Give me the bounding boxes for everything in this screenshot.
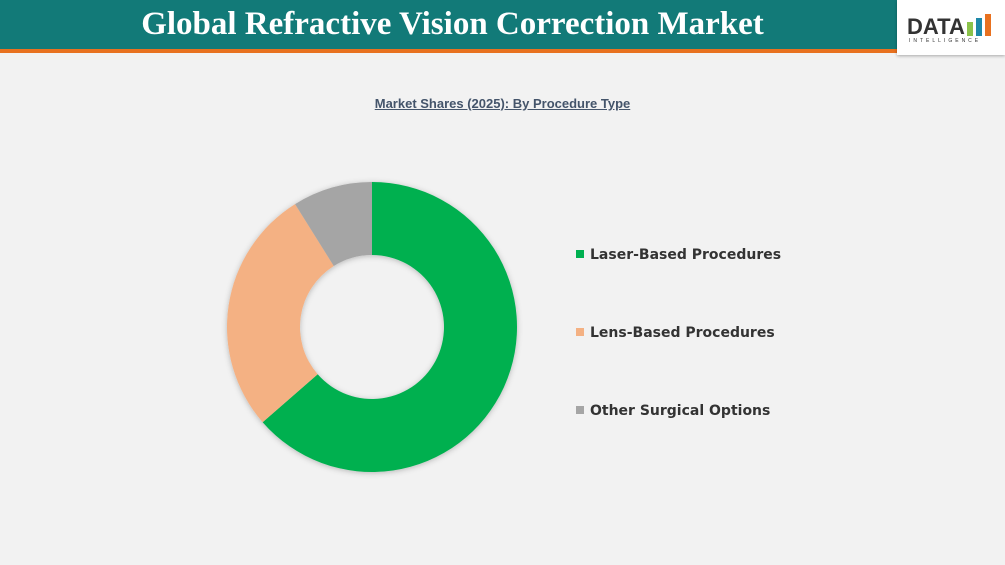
page-title: Global Refractive Vision Correction Mark… (141, 6, 764, 42)
legend-swatch (576, 406, 584, 414)
company-logo: DATA INTELLIGENCE (897, 0, 1005, 55)
legend-label: Other Surgical Options (590, 403, 771, 419)
legend-swatch (576, 250, 584, 258)
legend-label: Laser-Based Procedures (590, 247, 782, 263)
chart-title: Market Shares (2025): By Procedure Type (374, 96, 631, 111)
logo-subtext: INTELLIGENCE (909, 38, 982, 44)
header-accent-line (0, 49, 1005, 53)
donut-slice-lens-based-procedures (226, 204, 334, 423)
legend-item: Laser-Based Procedures (576, 247, 781, 263)
donut-slice-laser-based-procedures (262, 182, 517, 473)
logo-bar (985, 14, 991, 36)
logo-bar (967, 22, 973, 36)
legend-item: Other Surgical Options (576, 403, 770, 419)
logo-text: DATA (907, 14, 965, 39)
legend-swatch (576, 328, 584, 336)
legend-label: Lens-Based Procedures (590, 325, 775, 341)
donut-slice-other-surgical-options (295, 182, 372, 266)
logo-bar (976, 18, 982, 36)
header-bar (0, 0, 1005, 49)
legend-item: Lens-Based Procedures (576, 325, 775, 341)
